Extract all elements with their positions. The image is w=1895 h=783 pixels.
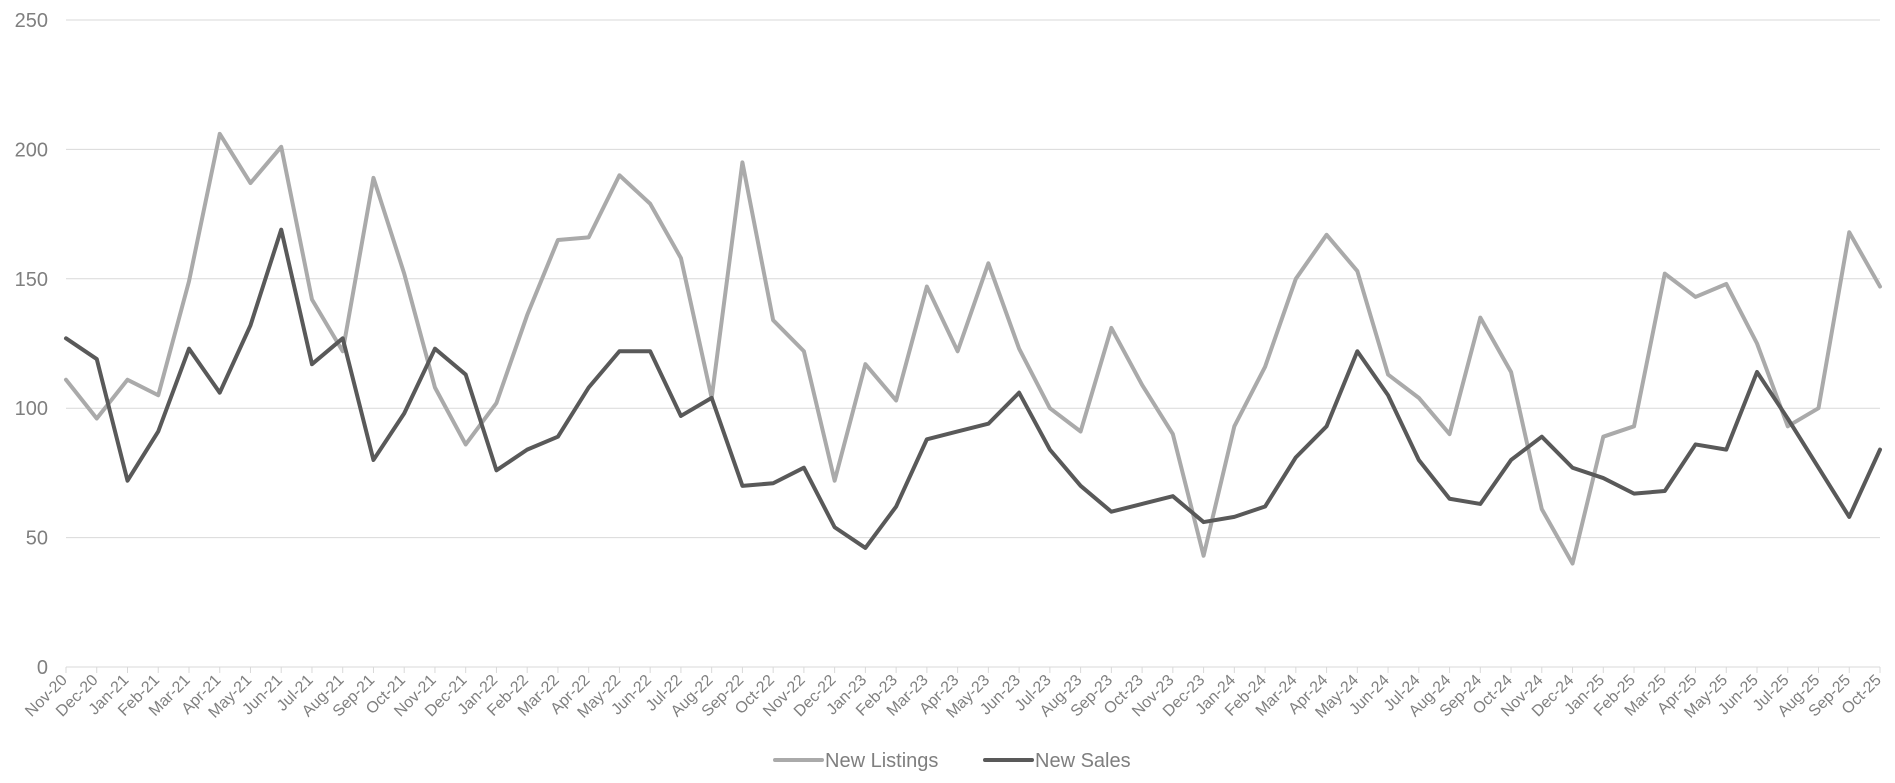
series-line-new-listings bbox=[64, 131, 1882, 566]
y-tick-label: 250 bbox=[15, 10, 48, 32]
y-tick-label: 50 bbox=[26, 528, 48, 550]
legend-label: New Listings bbox=[825, 750, 938, 772]
x-axis: Nov-20Dec-20Jan-21Feb-21Mar-21Apr-21May-… bbox=[22, 667, 1885, 722]
legend-label: New Sales bbox=[1035, 750, 1131, 772]
gridlines bbox=[66, 19, 1880, 668]
y-tick-label: 150 bbox=[15, 269, 48, 291]
y-axis: 0 50 100 150 200 250 bbox=[15, 10, 48, 679]
series-line-new-sales bbox=[64, 227, 1882, 550]
series-lines bbox=[64, 131, 1882, 566]
y-tick-label: 200 bbox=[15, 139, 48, 161]
y-tick-label: 100 bbox=[15, 398, 48, 420]
y-tick-label: 0 bbox=[37, 657, 48, 679]
legend: New Listings New Sales bbox=[773, 750, 1131, 772]
